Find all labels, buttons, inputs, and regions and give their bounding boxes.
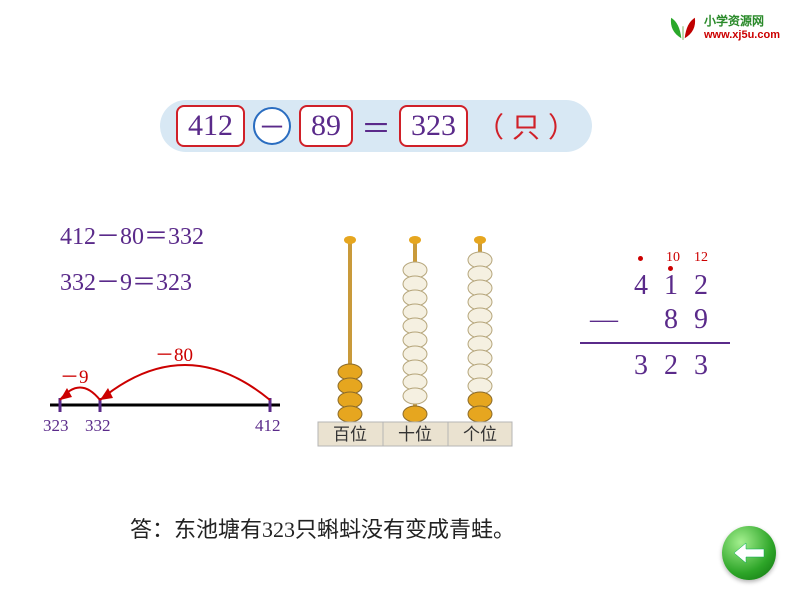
place-ones: 个位: [463, 425, 497, 444]
operand-2: 89: [299, 105, 353, 147]
borrow-dot-1: [638, 256, 643, 261]
site-logo: 小学资源网 www.xj5u.com: [666, 14, 780, 42]
calc-step-2: 332－9＝323: [60, 261, 204, 307]
calc-steps: 412－80＝332 332－9＝323: [60, 215, 204, 306]
vert-top: 412: [634, 270, 730, 301]
abacus-diagram: 百位 十位 个位: [310, 230, 520, 450]
back-button[interactable]: [722, 526, 776, 580]
logo-cn-text: 小学资源网: [704, 15, 780, 28]
borrow-dot-2: [668, 266, 673, 271]
arc-label-1: －9: [60, 362, 89, 389]
answer-text: 东池塘有323只蝌蚪没有变成青蛙。: [174, 517, 515, 542]
vert-sub: 89: [664, 304, 730, 335]
number-line: －9 －80 323 332 412: [45, 320, 285, 440]
place-tens: 十位: [398, 425, 432, 444]
equals-sign: ＝: [361, 104, 391, 148]
arc-label-2: －80: [155, 340, 193, 367]
answer-prefix: 答：: [130, 517, 174, 542]
numline-label-left: 323: [43, 416, 69, 436]
vert-line: [580, 342, 730, 344]
operand-1: 412: [176, 105, 245, 147]
back-arrow-icon: [732, 541, 766, 565]
answer-line: 答：东池塘有323只蝌蚪没有变成青蛙。: [130, 512, 515, 544]
leaf-icon: [666, 14, 700, 42]
calc-step-1: 412－80＝332: [60, 215, 204, 261]
equation-pill: 412 － 89 ＝ 323 （ 只 ）: [160, 100, 592, 152]
borrow-1: 10: [666, 250, 680, 266]
unit-paren-close: ）: [548, 106, 576, 146]
vertical-subtraction: 10 12 412 — 89 323: [580, 250, 730, 384]
borrow-2: 12: [694, 250, 708, 266]
vert-minus: —: [590, 304, 618, 336]
vert-result: 323: [634, 350, 730, 381]
unit-paren-open: （: [476, 106, 504, 146]
place-hundreds: 百位: [333, 425, 367, 444]
numline-label-right: 412: [255, 416, 281, 436]
operator-minus: －: [253, 107, 291, 145]
numline-label-mid: 332: [85, 416, 111, 436]
logo-url-text: www.xj5u.com: [704, 29, 780, 41]
unit-label: 只: [512, 106, 540, 146]
result-box: 323: [399, 105, 468, 147]
